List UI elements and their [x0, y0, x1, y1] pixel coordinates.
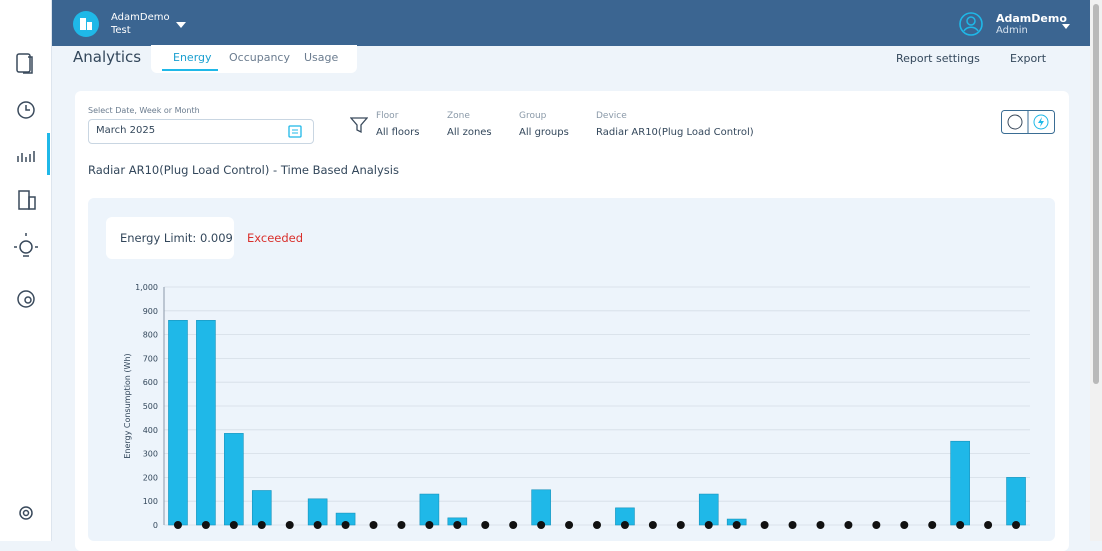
tab[interactable]: Energy	[173, 51, 212, 64]
sidebar	[0, 0, 52, 541]
y-tick-label: 600	[143, 378, 158, 387]
y-tick-label: 200	[143, 473, 158, 482]
user-name[interactable]: AdamDemo	[996, 12, 1067, 25]
dropdown-arrow[interactable]	[176, 22, 186, 28]
limit-marker	[229, 520, 238, 529]
calendar-icon[interactable]	[288, 124, 302, 138]
limit-marker	[900, 520, 909, 529]
limit-marker	[676, 520, 685, 529]
dropdown-arrow[interactable]	[1062, 24, 1070, 29]
bar	[950, 440, 970, 526]
page-title: Analytics	[73, 48, 142, 66]
bar	[168, 320, 188, 526]
limit-marker	[1012, 520, 1021, 529]
bar	[224, 433, 244, 526]
filter-label: Zone	[447, 111, 470, 121]
limit-marker	[872, 520, 881, 529]
org-name[interactable]: AdamDemo	[111, 12, 170, 23]
filter-icon[interactable]	[350, 116, 368, 134]
chart-panel	[88, 198, 1055, 541]
avatar[interactable]	[958, 11, 984, 37]
limit-marker	[704, 520, 713, 529]
limit-marker	[509, 520, 518, 529]
filter-value[interactable]: All floors	[376, 127, 420, 138]
energy-limit: Energy Limit: 0.009	[120, 231, 233, 245]
limit-marker	[313, 520, 322, 529]
site-name[interactable]: Test	[111, 25, 131, 36]
logo	[73, 11, 99, 37]
y-tick-label: 900	[143, 307, 158, 316]
bar	[251, 490, 272, 526]
top-bar: AdamDemo Test AdamDemo Admin	[52, 0, 1090, 46]
scroll-thumb[interactable]	[1093, 4, 1099, 384]
limit-marker	[816, 520, 825, 529]
y-tick-label: 0	[153, 521, 158, 530]
limit-card	[106, 217, 234, 259]
limit-marker	[201, 520, 210, 529]
bar	[531, 489, 551, 526]
y-tick-label: 400	[143, 426, 158, 435]
bar	[419, 493, 440, 526]
sidebar-icons	[14, 53, 50, 520]
y-tick-label: 300	[143, 450, 158, 459]
chart: Energy Consumption (Wh) 0 100 200 300 400 500…	[123, 283, 1030, 530]
limit-marker	[453, 520, 462, 529]
bar	[1006, 477, 1026, 526]
limit-marker	[956, 520, 965, 529]
limit-marker	[173, 520, 182, 529]
export[interactable]: Export	[1010, 52, 1047, 65]
limit-marker	[481, 520, 490, 529]
y-tick-label: 500	[143, 402, 158, 411]
filter-value[interactable]: All groups	[519, 127, 569, 138]
limit-marker	[537, 520, 546, 529]
limit-marker	[425, 520, 434, 529]
limit-marker	[285, 520, 294, 529]
tab[interactable]: Usage	[304, 51, 339, 64]
limit-marker	[648, 520, 657, 529]
y-tick-label: 100	[143, 497, 158, 506]
limit-marker	[760, 520, 769, 529]
tabs	[151, 45, 357, 73]
y-tick-label: 1,000	[135, 283, 158, 292]
chart-title: Radiar AR10(Plug Load Control) - Time Ba…	[88, 163, 399, 177]
y-tick-label: 800	[143, 331, 158, 340]
limit-status: Exceeded	[247, 231, 304, 245]
bar	[698, 493, 719, 526]
unit-toggle[interactable]	[1001, 110, 1055, 134]
filter-value[interactable]: Radiar AR10(Plug Load Control)	[596, 127, 754, 138]
report-settings[interactable]: Report settings	[896, 52, 980, 65]
filter-value[interactable]: All zones	[447, 127, 492, 138]
filter-label: Device	[596, 111, 627, 121]
bar	[196, 320, 216, 526]
limit-marker	[369, 520, 378, 529]
user-role: Admin	[996, 25, 1028, 36]
limit-marker	[732, 520, 741, 529]
limit-marker	[341, 520, 350, 529]
scrollbar[interactable]	[1090, 0, 1102, 541]
y-axis-title: Energy Consumption (Wh)	[123, 353, 132, 458]
filter-label: Group	[519, 111, 547, 121]
limit-marker	[620, 520, 629, 529]
tab[interactable]: Occupancy	[229, 51, 290, 64]
limit-marker	[984, 520, 993, 529]
limit-marker	[844, 520, 853, 529]
limit-marker	[788, 520, 797, 529]
limit-marker	[593, 520, 601, 529]
date-label: Select Date, Week or Month	[88, 106, 200, 115]
date-value[interactable]: March 2025	[96, 125, 156, 136]
limit-marker	[257, 520, 266, 529]
filter-label: Floor	[376, 111, 399, 121]
limit-marker	[565, 520, 574, 529]
limit-marker	[928, 520, 937, 529]
limit-marker	[397, 520, 406, 529]
y-tick-label: 700	[143, 354, 158, 363]
tab-indicator	[162, 69, 218, 71]
date-input[interactable]	[88, 119, 314, 144]
